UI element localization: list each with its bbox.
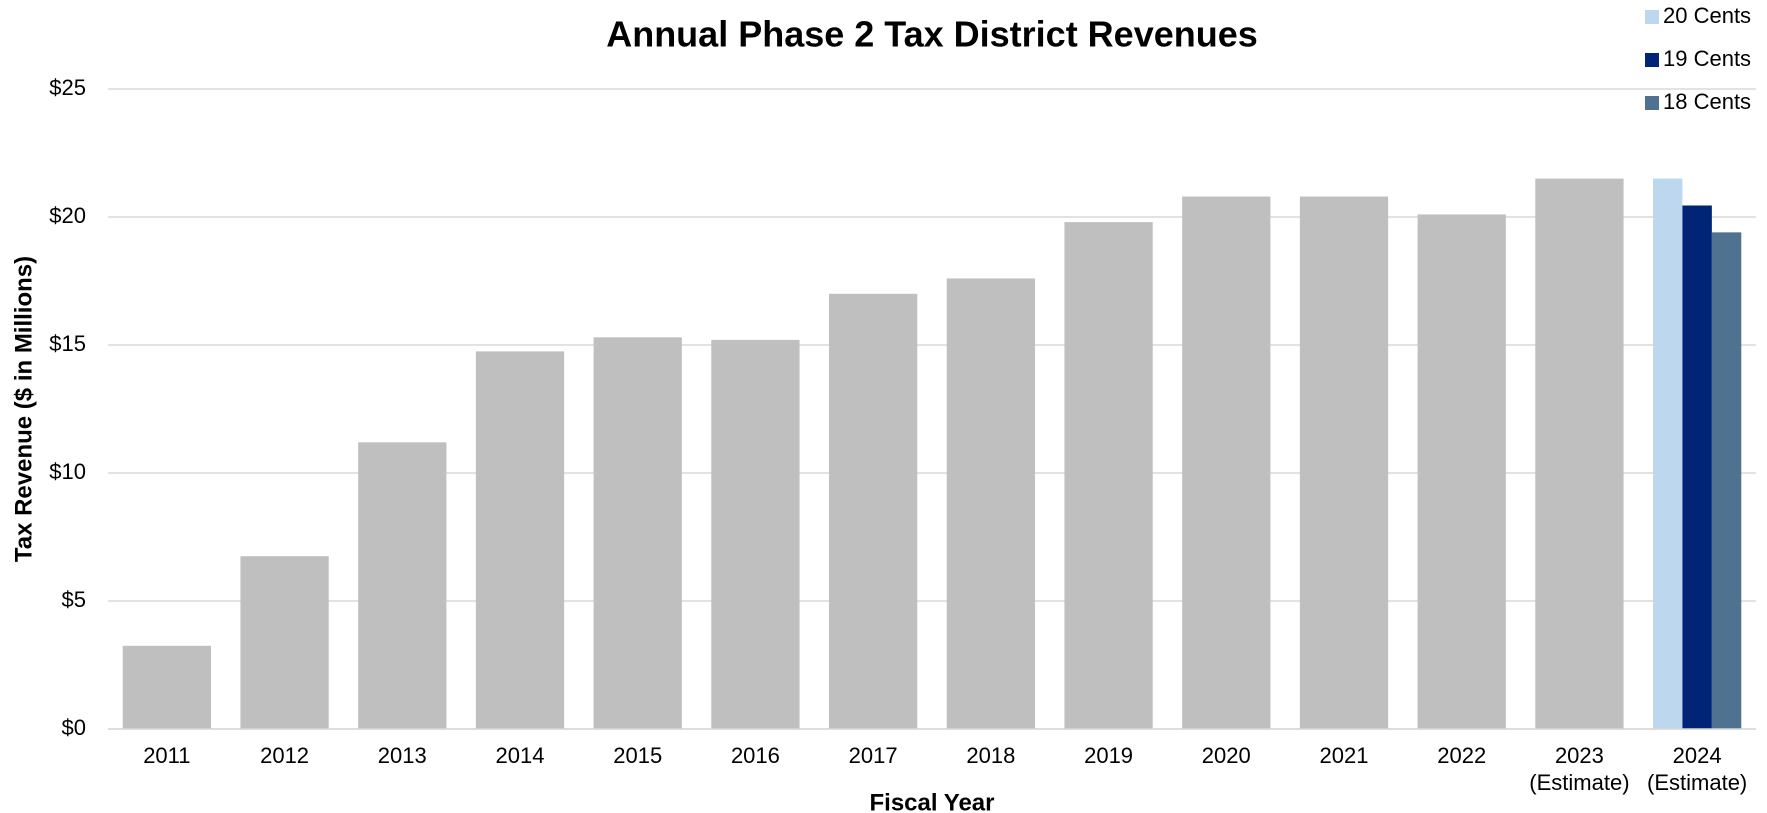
x-tick-line: 2014 xyxy=(496,743,545,768)
x-tick-line: 2024 xyxy=(1673,743,1722,768)
legend-label: 20 Cents xyxy=(1663,3,1751,28)
bar xyxy=(240,556,329,729)
bar xyxy=(711,339,800,729)
x-tick-line: 2013 xyxy=(378,743,427,768)
x-tick-line: 2017 xyxy=(849,743,898,768)
legend-swatch xyxy=(1645,96,1659,110)
y-tick-label: $15 xyxy=(49,331,86,356)
legend-swatch xyxy=(1645,10,1659,24)
x-tick-label: 2020 xyxy=(1202,743,1251,768)
x-tick-line: 2018 xyxy=(966,743,1015,768)
y-axis-title: Tax Revenue ($ in Millions) xyxy=(10,256,37,562)
bar xyxy=(1417,214,1506,729)
bar xyxy=(1653,178,1683,730)
y-tick-label: $0 xyxy=(62,715,86,740)
y-tick-label: $5 xyxy=(62,587,86,612)
x-tick-line: (Estimate) xyxy=(1647,770,1747,795)
bar xyxy=(593,337,682,729)
x-tick-label: 2024 (Estimate) xyxy=(1647,743,1747,795)
x-tick-line: 2020 xyxy=(1202,743,1251,768)
bar xyxy=(1682,205,1712,730)
x-tick-label: 2021 xyxy=(1320,743,1369,768)
x-axis-title: Fiscal Year xyxy=(870,789,995,813)
legend-swatch xyxy=(1645,53,1659,67)
x-tick-label: 2012 xyxy=(260,743,309,768)
legend-label: 19 Cents xyxy=(1663,46,1751,71)
bar xyxy=(829,293,918,729)
bar xyxy=(1182,196,1271,729)
chart-title: Annual Phase 2 Tax District Revenues xyxy=(606,14,1258,55)
x-tick-line: 2011 xyxy=(143,743,190,768)
x-tick-label: 2015 xyxy=(613,743,662,768)
y-tick-label: $10 xyxy=(49,459,86,484)
x-tick-label: 2013 xyxy=(378,743,427,768)
x-tick-label: 2014 xyxy=(496,743,545,768)
x-tick-line: 2012 xyxy=(260,743,309,768)
x-tick-line: 2021 xyxy=(1320,743,1369,768)
x-tick-line: 2022 xyxy=(1437,743,1486,768)
bar xyxy=(1064,222,1153,729)
x-tick-line: 2023 xyxy=(1555,743,1604,768)
x-tick-label: 2023 (Estimate) xyxy=(1529,743,1629,795)
x-tick-label: 2016 xyxy=(731,743,780,768)
bar xyxy=(358,442,447,729)
bar xyxy=(122,645,211,729)
x-tick-label: 2022 xyxy=(1437,743,1486,768)
bar xyxy=(1535,178,1624,730)
bar xyxy=(1711,232,1742,730)
x-tick-label: 2017 xyxy=(849,743,898,768)
bar xyxy=(1299,196,1389,729)
x-tick-label: 2018 xyxy=(966,743,1015,768)
x-tick-line: 2015 xyxy=(613,743,662,768)
bar xyxy=(475,351,565,729)
x-tick-line: 2016 xyxy=(731,743,780,768)
y-tick-label: $20 xyxy=(49,203,86,228)
x-tick-line: (Estimate) xyxy=(1529,770,1629,795)
x-tick-line: 2019 xyxy=(1084,743,1133,768)
bar xyxy=(946,278,1035,729)
x-tick-label: 2011 xyxy=(143,743,190,768)
legend-label: 18 Cents xyxy=(1663,89,1751,114)
y-tick-label: $25 xyxy=(49,75,86,100)
x-tick-label: 2019 xyxy=(1084,743,1133,768)
